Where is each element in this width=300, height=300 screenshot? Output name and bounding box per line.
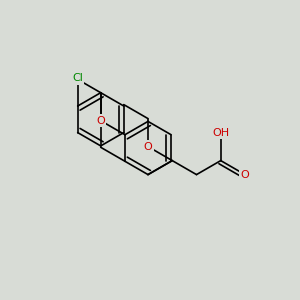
Text: O: O	[144, 142, 152, 152]
Text: Cl: Cl	[71, 74, 82, 84]
Text: O: O	[96, 116, 105, 126]
Text: OH: OH	[212, 128, 229, 138]
Text: O: O	[241, 169, 249, 180]
Text: Cl: Cl	[72, 73, 83, 83]
